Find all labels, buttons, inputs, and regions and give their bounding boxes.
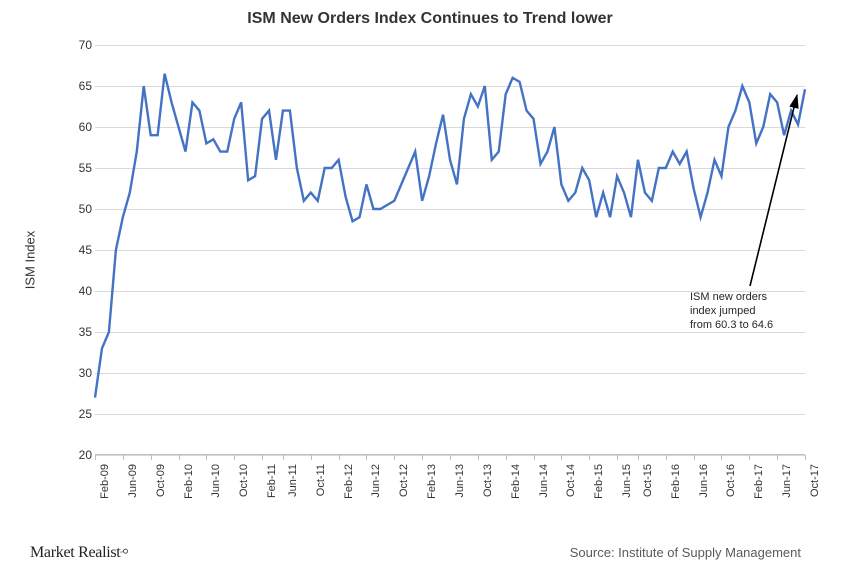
x-tick-label: Jun-11 [287, 464, 299, 497]
x-tick-label: Jun-09 [127, 464, 139, 498]
y-tick-label: 50 [58, 202, 92, 216]
logo: Market Realist⌕ [30, 544, 128, 562]
x-tick-label: Feb-12 [343, 464, 355, 499]
x-tick-label: Jun-14 [538, 464, 550, 498]
y-tick-label: 45 [58, 243, 92, 257]
x-tick-label: Jun-10 [210, 464, 222, 498]
x-tick-label: Jun-15 [621, 464, 633, 498]
x-axis-labels: Feb-09 Jun-09 Oct-09 Feb-10 Jun-10 Oct-10 Feb-… [95, 460, 805, 520]
x-tick-label: Oct-16 [725, 464, 737, 497]
y-tick-label: 35 [58, 325, 92, 339]
x-tick-label: Jun-13 [454, 464, 466, 498]
annotation-text: ISM new ordersindex jumpedfrom 60.3 to 6… [690, 291, 773, 332]
annotation-line: ISM new orders [690, 291, 773, 305]
y-tick-label: 55 [58, 161, 92, 175]
y-tick-label: 20 [58, 448, 92, 462]
x-tick-label: Feb-15 [593, 464, 605, 499]
x-tick-label: Oct-13 [482, 464, 494, 497]
plot-area: ISM new ordersindex jumpedfrom 60.3 to 6… [95, 45, 805, 455]
x-tick-label: Oct-14 [565, 464, 577, 497]
x-tick-label: Oct-17 [809, 464, 821, 497]
y-tick-label: 40 [58, 284, 92, 298]
chart-title: ISM New Orders Index Continues to Trend … [40, 10, 820, 28]
annotation-line: from 60.3 to 64.6 [690, 319, 773, 333]
x-tick-label: Feb-09 [99, 464, 111, 499]
x-tick-mark [805, 455, 806, 460]
y-tick-label: 65 [58, 79, 92, 93]
x-tick-label: Jun-17 [781, 464, 793, 498]
footer: Market Realist⌕ Source: Institute of Sup… [0, 540, 841, 564]
y-tick-label: 30 [58, 366, 92, 380]
annotation-arrow [95, 45, 805, 455]
x-tick-label: Oct-12 [398, 464, 410, 497]
x-tick-label: Feb-14 [510, 464, 522, 499]
y-tick-label: 60 [58, 120, 92, 134]
x-tick-label: Feb-16 [670, 464, 682, 499]
source-text: Source: Institute of Supply Management [570, 545, 801, 560]
annotation-line: index jumped [690, 305, 773, 319]
y-tick-label: 25 [58, 407, 92, 421]
x-tick-label: Jun-16 [698, 464, 710, 498]
chart-container: ISM New Orders Index Continues to Trend … [40, 10, 820, 510]
x-tick-label: Oct-10 [238, 464, 250, 497]
x-tick-label: Feb-13 [426, 464, 438, 499]
x-tick-label: Feb-17 [753, 464, 765, 499]
y-axis-label: ISM Index [23, 231, 38, 290]
x-tick-label: Oct-09 [155, 464, 167, 497]
x-tick-label: Feb-10 [183, 464, 195, 499]
logo-text: Market Realist [30, 544, 120, 561]
x-tick-label: Oct-15 [642, 464, 654, 497]
y-tick-label: 70 [58, 38, 92, 52]
x-tick-label: Jun-12 [370, 464, 382, 498]
x-tick-label: Oct-11 [315, 464, 327, 496]
x-tick-label: Feb-11 [266, 464, 278, 498]
